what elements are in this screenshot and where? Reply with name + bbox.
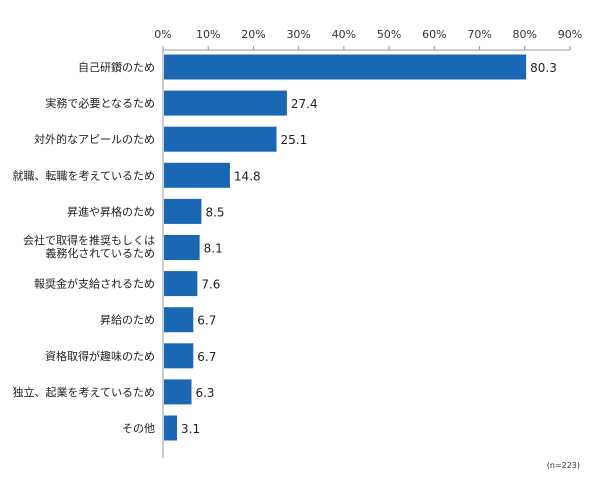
bar [164,235,200,260]
value-label: 8.1 [204,242,223,256]
value-label: 25.1 [281,133,308,147]
x-tick-label: 20% [241,28,265,41]
x-tick-label: 10% [196,28,220,41]
category-label: 昇進や昇格のため [67,204,155,218]
category-label: 独立、起業を考えているため [13,385,155,399]
bar [164,162,230,188]
category-label: 対外的なアピールのため [34,132,155,146]
category-label: その他 [122,422,155,435]
bar [164,90,287,116]
value-label: 27.4 [291,97,318,111]
value-label: 6.7 [197,350,216,364]
x-tick-label: 50% [377,28,401,41]
category-label: 会社で取得を推奨もしくは [23,233,155,247]
x-axis-ticks: 0% 10% 20% 30% 40% 50% 60% 70% 80% 90% [154,28,582,50]
bar [164,379,192,405]
bar [164,415,178,441]
bar [164,126,277,152]
bar [164,54,527,80]
category-label: 就職、転職を考えているため [13,168,155,182]
value-label: 80.3 [530,61,557,75]
category-labels: 自己研鑽のため実務で必要となるため対外的なアピールのため就職、転職を考えているた… [13,60,155,435]
value-label: 7.6 [201,278,220,292]
value-label: 8.5 [205,205,224,219]
bar [164,198,202,224]
value-label: 6.7 [197,314,216,328]
value-label: 3.1 [181,422,200,436]
x-tick-label: 0% [154,28,171,41]
x-tick-label: 90% [558,28,582,41]
axis-lines [162,49,570,458]
category-label: 実務で必要となるため [45,96,155,110]
x-tick-label: 70% [467,28,491,41]
bars [164,54,527,441]
value-label: 6.3 [195,386,214,400]
category-label: 資格取得が趣味のため [45,349,155,363]
x-tick-label: 80% [513,28,537,41]
sample-size-note: (n=223) [547,461,580,470]
value-labels: 80.3 27.4 25.1 14.8 8.5 8.1 7.6 6.7 6.7 6.3 3.1 [181,61,557,436]
x-tick-label: 40% [332,28,356,41]
bar [164,271,198,297]
value-label: 14.8 [234,169,261,183]
bar [164,343,194,369]
x-tick-label: 60% [422,28,446,41]
category-label: 報奨金が支給されるため [34,277,155,291]
category-label: 自己研鑽のため [78,60,155,74]
category-label: 義務化されているため [45,246,155,260]
category-label: 昇給のため [100,313,155,327]
bar [164,307,194,333]
x-tick-label: 30% [286,28,310,41]
